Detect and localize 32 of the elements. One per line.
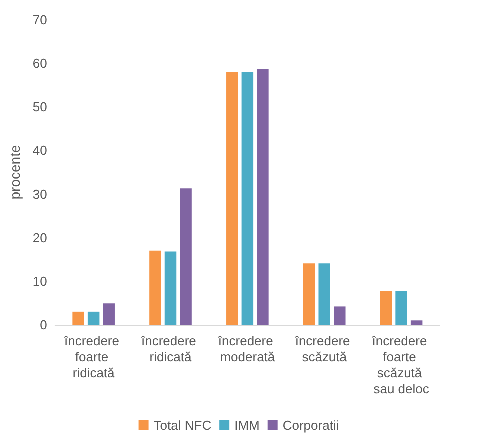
bar <box>164 252 177 325</box>
legend-label: Total NFC <box>154 418 212 433</box>
x-tick-label: încredere foarte ridicată <box>64 334 124 380</box>
bar <box>334 306 346 325</box>
y-tick-label: 20 <box>32 230 48 246</box>
bar <box>180 188 192 325</box>
bar <box>303 264 316 325</box>
bar <box>257 69 269 325</box>
bar <box>226 72 238 325</box>
x-tick-label: încredere moderată <box>217 334 277 364</box>
y-tick-label: 0 <box>40 318 48 332</box>
x-tick-label: încredere ridicată <box>140 334 200 364</box>
y-tick-label: 70 <box>32 12 48 28</box>
bar <box>103 304 115 325</box>
bar <box>242 72 254 325</box>
bar <box>318 264 330 325</box>
y-tick-label: 30 <box>32 186 48 202</box>
legend-label: Corporatii <box>282 418 340 433</box>
y-axis-title: procente <box>7 145 23 200</box>
y-tick-label: 60 <box>32 56 48 72</box>
bar <box>72 312 84 325</box>
y-tick-label: 40 <box>32 143 48 158</box>
bar <box>396 291 408 325</box>
bar <box>150 250 162 325</box>
y-tick-label: 10 <box>32 274 48 289</box>
legend-label: IMM <box>234 418 260 433</box>
x-tick-label: încredere scăzută <box>294 334 354 364</box>
x-tick-label: încredere foarte scăzută sau deloc <box>371 334 431 396</box>
bar <box>410 320 423 325</box>
bar <box>380 291 392 325</box>
bar <box>88 312 100 325</box>
y-tick-label: 50 <box>32 100 48 115</box>
